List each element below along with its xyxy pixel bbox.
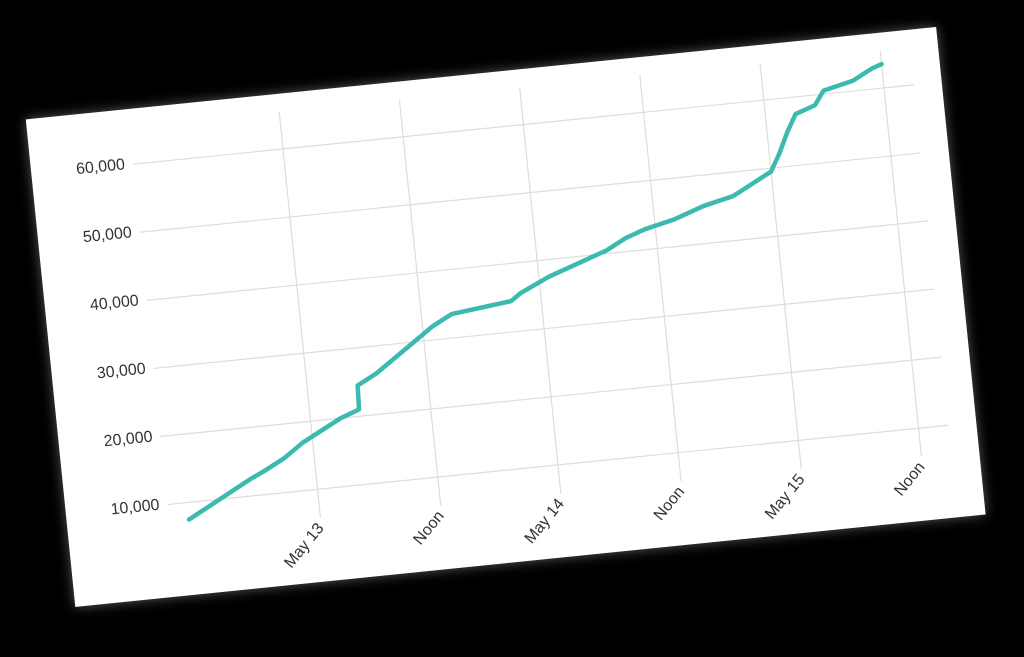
grid-line bbox=[278, 111, 322, 518]
grid-line bbox=[519, 87, 562, 494]
y-tick-label: 40,000 bbox=[89, 292, 140, 314]
y-tick-label: 50,000 bbox=[82, 224, 133, 246]
card-background bbox=[25, 26, 986, 607]
grid-line bbox=[398, 99, 442, 506]
y-tick-label: 20,000 bbox=[103, 429, 154, 451]
y-tick-label: 10,000 bbox=[110, 497, 161, 519]
y-tick-label: 30,000 bbox=[96, 360, 147, 382]
grid-line bbox=[879, 50, 923, 457]
y-tick-label: 60,000 bbox=[75, 156, 126, 178]
data-line bbox=[186, 61, 884, 522]
card: 10,00020,00030,00040,00050,00060,000May … bbox=[25, 26, 986, 607]
grid-line bbox=[639, 75, 682, 482]
grid-line bbox=[759, 62, 802, 469]
